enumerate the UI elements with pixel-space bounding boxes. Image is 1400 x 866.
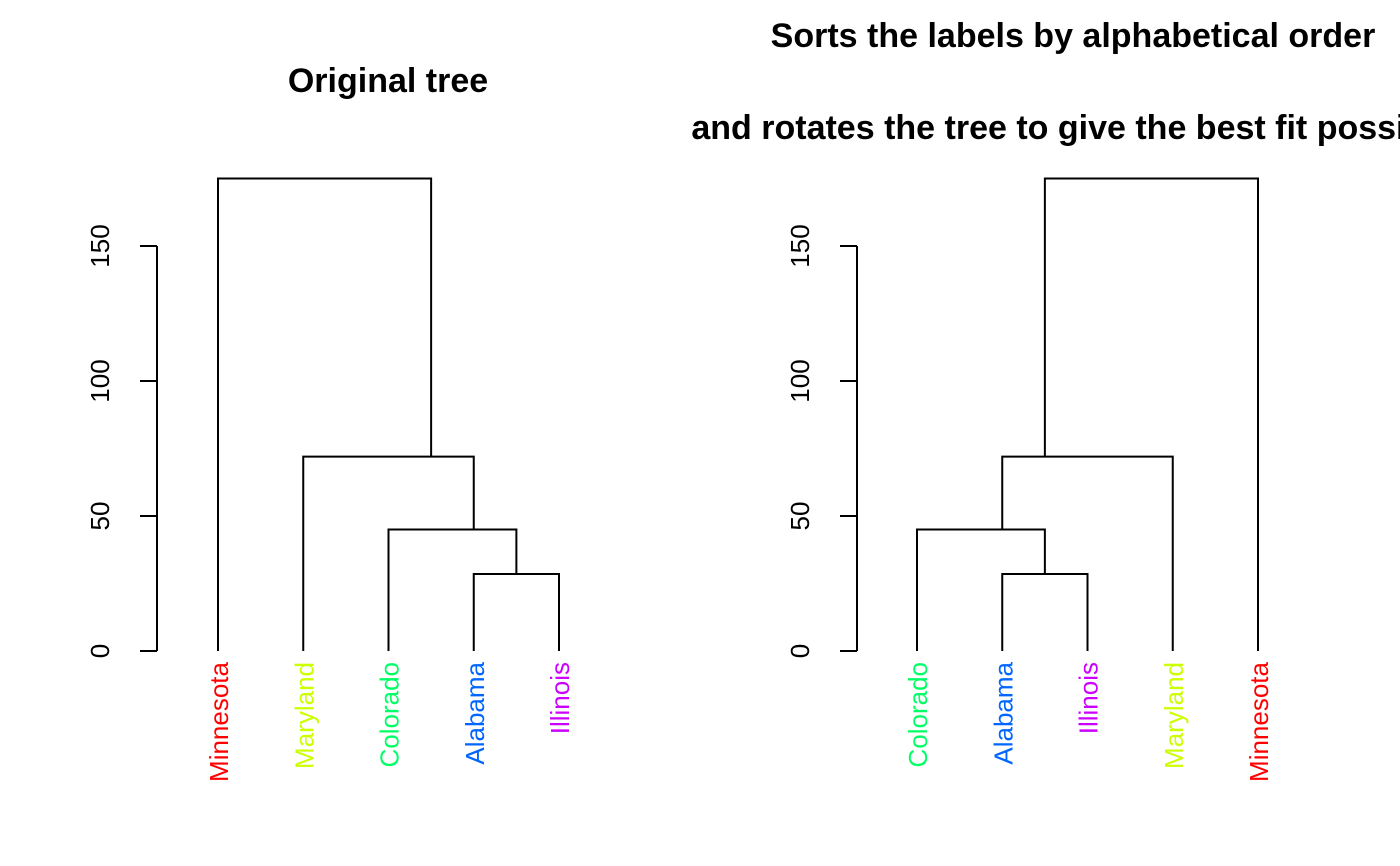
y-tick-label: 100 xyxy=(785,359,815,402)
y-tick-label: 50 xyxy=(85,502,115,531)
dendrogram-branch xyxy=(217,177,433,651)
chart-title-line: and rotates the tree to give the best fi… xyxy=(691,109,1400,147)
dendrogram-branch xyxy=(1001,573,1089,651)
dendrogram-branch xyxy=(916,528,1046,651)
leaf-label-alabama: Alabama xyxy=(988,661,1018,764)
chart-title-line: Sorts the labels by alphabetical order xyxy=(771,17,1376,55)
dendrogram-branch xyxy=(387,528,518,651)
y-tick-label: 100 xyxy=(85,359,115,402)
leaf-label-colorado: Colorado xyxy=(903,662,933,768)
dendrogram-branch xyxy=(472,573,560,651)
leaf-label-illinois: Illinois xyxy=(545,662,575,734)
leaf-label-alabama: Alabama xyxy=(460,661,490,764)
y-tick-label: 150 xyxy=(85,224,115,267)
dendrogram-branch xyxy=(1043,177,1259,651)
y-tick-label: 0 xyxy=(785,644,815,658)
leaf-label-minnesota: Minnesota xyxy=(1244,661,1274,781)
chart-title: Original tree xyxy=(288,62,488,100)
leaf-label-minnesota: Minnesota xyxy=(204,661,234,781)
y-tick-label: 50 xyxy=(785,502,815,531)
dendrogram-branch xyxy=(302,455,475,651)
leaf-label-maryland: Maryland xyxy=(1159,662,1189,769)
sorted-tree-panel: Sorts the labels by alphabetical order an… xyxy=(691,17,1400,782)
y-tick-label: 150 xyxy=(785,224,815,267)
leaf-label-colorado: Colorado xyxy=(375,662,405,768)
dendrogram-branch xyxy=(1001,455,1174,651)
leaf-label-maryland: Maryland xyxy=(289,662,319,769)
original-tree-panel: Original tree 0 50 100 150 Minnesota Maryland C… xyxy=(85,62,575,782)
leaf-label-illinois: Illinois xyxy=(1074,662,1104,734)
y-tick-label: 0 xyxy=(85,644,115,658)
